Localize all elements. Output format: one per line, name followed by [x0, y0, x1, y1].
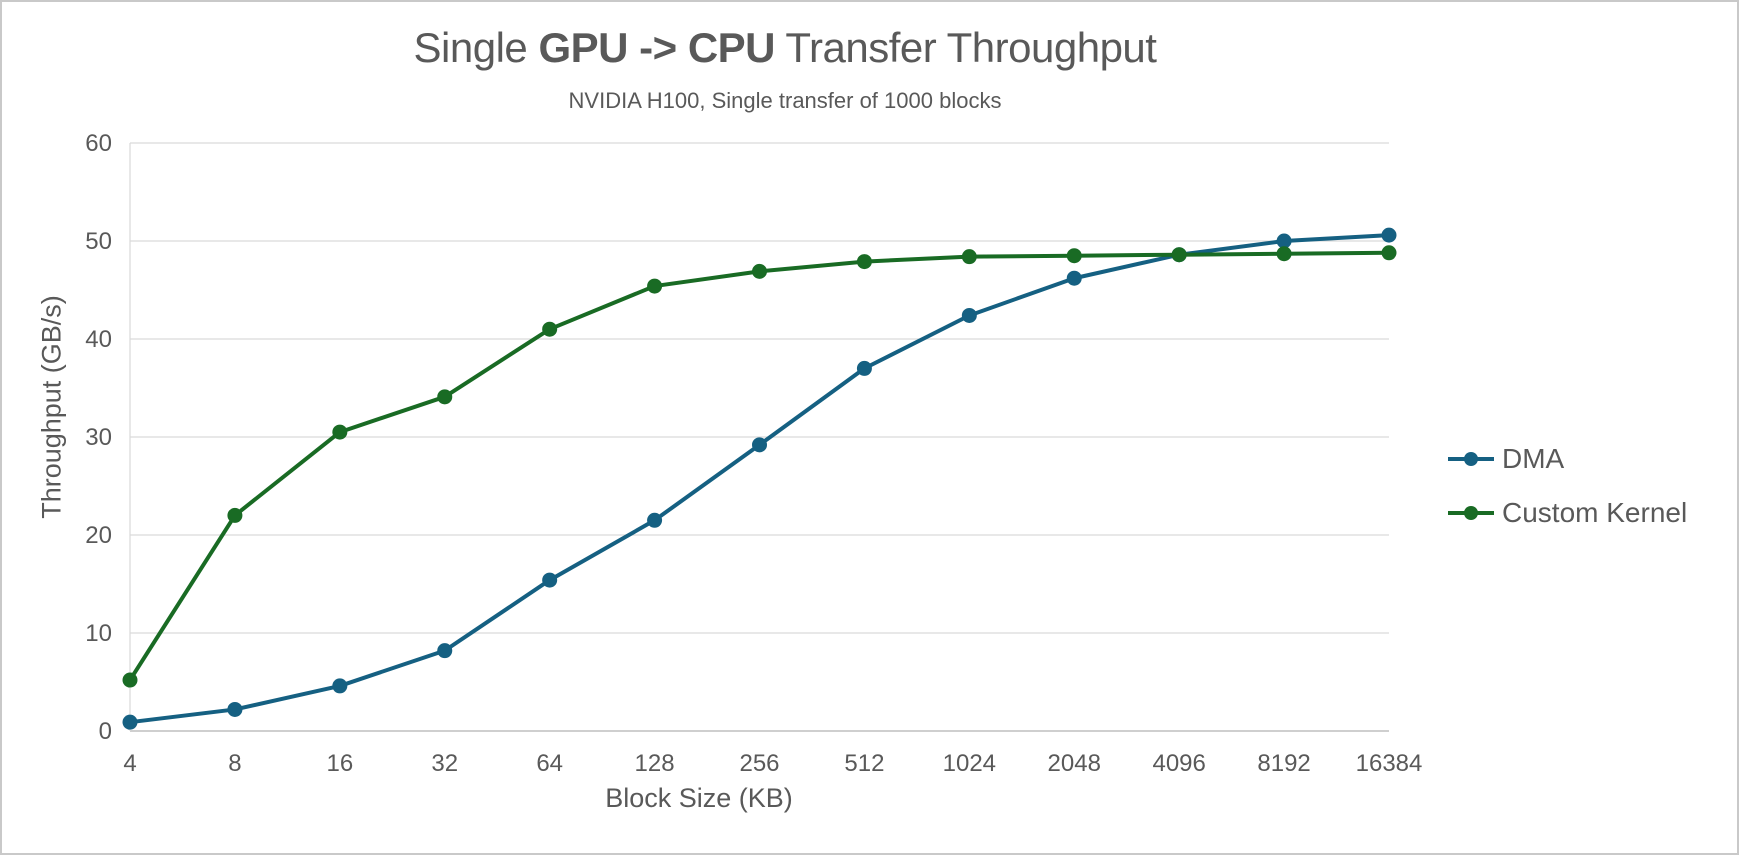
data-point-custom-kernel: [122, 672, 138, 688]
data-point-dma: [1066, 270, 1082, 286]
x-tick-label: 2048: [1048, 750, 1101, 777]
series-line-dma: [128, 233, 1391, 725]
y-axis-title: Throughput (GB/s): [36, 295, 67, 519]
y-tick-label: 30: [85, 424, 112, 451]
x-tick-label: 4096: [1152, 750, 1205, 777]
data-point-custom-kernel: [752, 263, 767, 279]
data-point-dma: [1381, 227, 1397, 243]
data-point-dma: [122, 714, 138, 730]
x-tick-label: 16384: [1356, 750, 1423, 777]
x-tick-label: 4: [123, 750, 136, 777]
legend-marker-icon: [1448, 452, 1494, 466]
data-point-custom-kernel: [332, 424, 348, 440]
legend: DMA Custom Kernel: [1447, 443, 1687, 529]
data-point-custom-kernel: [856, 254, 872, 270]
data-point-custom-kernel: [647, 278, 663, 294]
y-tick-label: 40: [85, 326, 112, 353]
x-tick-label: 8192: [1257, 750, 1310, 777]
legend-label: Custom Kernel: [1502, 497, 1688, 528]
x-axis-title: Block Size (KB): [605, 783, 793, 813]
data-point-custom-kernel: [542, 321, 558, 337]
legend-marker-icon: [1448, 506, 1494, 520]
data-point-custom-kernel: [1171, 247, 1187, 263]
chart-title-suffix: Transfer Throughput: [775, 24, 1157, 71]
y-tick-label: 10: [85, 620, 112, 647]
data-point-custom-kernel: [227, 507, 243, 523]
data-point-dma: [752, 437, 767, 453]
data-point-custom-kernel: [1276, 246, 1292, 262]
chart-subtitle: NVIDIA H100, Single transfer of 1000 blo…: [568, 88, 1002, 113]
x-tick-label: 16: [326, 750, 353, 777]
data-point-custom-kernel: [1381, 245, 1397, 261]
x-tick-label: 8: [228, 750, 241, 777]
chart-title-bold: GPU -> CPU: [538, 24, 775, 71]
x-tick-label: 512: [844, 750, 884, 777]
data-point-custom-kernel: [961, 249, 977, 265]
data-point-dma: [856, 360, 872, 376]
chart-title: Single GPU -> CPU Transfer Throughput: [2, 24, 1568, 72]
y-tick-label: 60: [85, 130, 112, 157]
series-line-custom-kernel: [128, 250, 1391, 683]
data-point-dma: [647, 512, 663, 528]
x-tick-label: 256: [739, 750, 779, 777]
data-point-dma: [227, 701, 243, 717]
data-point-custom-kernel: [437, 389, 453, 405]
data-point-dma: [961, 307, 977, 323]
data-point-dma: [542, 572, 558, 588]
legend-item-dma: DMA: [1447, 443, 1687, 475]
x-tick-label: 32: [431, 750, 458, 777]
y-tick-label: 50: [85, 228, 112, 255]
legend-label: DMA: [1502, 443, 1565, 474]
data-point-dma: [437, 643, 453, 659]
y-tick-label: 20: [85, 522, 112, 549]
x-tick-label: 128: [635, 750, 675, 777]
data-point-custom-kernel: [1066, 248, 1082, 264]
x-tick-label: 1024: [943, 750, 996, 777]
data-point-dma: [1276, 233, 1292, 249]
y-tick-label: 0: [99, 718, 112, 745]
data-point-dma: [332, 678, 348, 694]
legend-item-custom-kernel: Custom Kernel: [1447, 497, 1687, 529]
x-tick-label: 64: [536, 750, 563, 777]
chart-title-prefix: Single: [413, 24, 539, 71]
